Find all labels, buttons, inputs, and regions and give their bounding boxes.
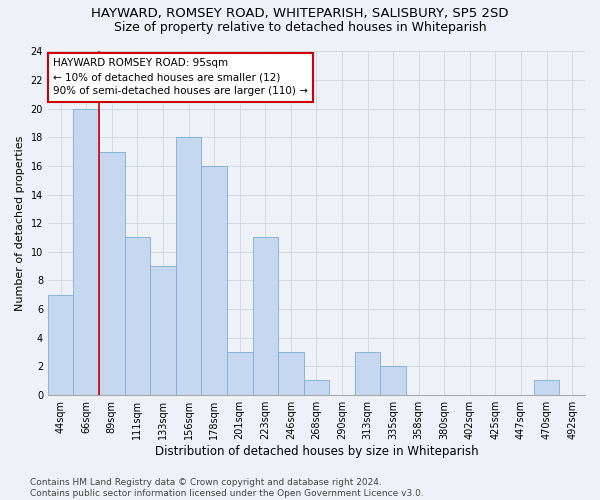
Text: Size of property relative to detached houses in Whiteparish: Size of property relative to detached ho… (113, 21, 487, 34)
Bar (176, 138, 202, 394)
Bar (355, 352, 380, 395)
Bar (253, 238, 278, 394)
Text: HAYWARD ROMSEY ROAD: 95sqm
← 10% of detached houses are smaller (12)
90% of semi: HAYWARD ROMSEY ROAD: 95sqm ← 10% of deta… (53, 58, 308, 96)
X-axis label: Distribution of detached houses by size in Whiteparish: Distribution of detached houses by size … (155, 444, 478, 458)
Bar (202, 166, 227, 394)
Text: Contains HM Land Registry data © Crown copyright and database right 2024.
Contai: Contains HM Land Registry data © Crown c… (30, 478, 424, 498)
Bar (150, 266, 176, 394)
Y-axis label: Number of detached properties: Number of detached properties (15, 136, 25, 311)
Bar (534, 380, 559, 394)
Bar (380, 366, 406, 394)
Bar (227, 352, 253, 395)
Bar (99, 152, 125, 394)
Bar (48, 294, 73, 394)
Bar (304, 380, 329, 394)
Bar (125, 238, 150, 394)
Bar (278, 352, 304, 395)
Text: HAYWARD, ROMSEY ROAD, WHITEPARISH, SALISBURY, SP5 2SD: HAYWARD, ROMSEY ROAD, WHITEPARISH, SALIS… (91, 8, 509, 20)
Bar (73, 108, 99, 395)
